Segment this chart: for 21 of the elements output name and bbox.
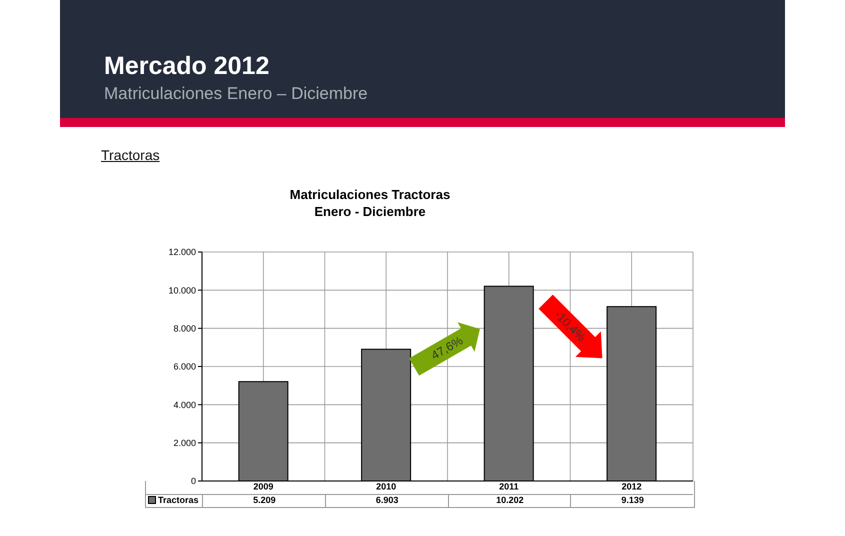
text: 5.209: [253, 495, 276, 505]
x-tick-label: 2012: [622, 481, 642, 492]
chart-subtitle: Matriculaciones Enero – Diciembre: [104, 84, 368, 104]
y-tick-label: 12.000: [168, 247, 196, 258]
y-tick-label: 6.000: [173, 362, 196, 372]
text: Enero - Diciembre: [313, 203, 427, 220]
text: 6.903: [376, 495, 398, 505]
y-tick-label: 8.000: [173, 324, 196, 334]
x-tick-label: 2010: [376, 481, 396, 492]
chart-title: Mercado 2012: [104, 52, 270, 81]
y-tick-label: 0: [190, 476, 196, 486]
text: 10.202: [496, 495, 524, 505]
text: 9.139: [621, 495, 644, 505]
text: Matriculaciones Tractoras: [288, 186, 452, 203]
x-tick-label: 2011: [499, 481, 519, 492]
text: Tractoras: [101, 147, 160, 163]
y-tick-label: 2.000: [173, 438, 196, 448]
x-tick-label: 2009: [253, 481, 274, 492]
legend-label: Tractoras: [157, 495, 199, 505]
y-tick-label: 10.000: [168, 285, 196, 296]
y-tick-label: 4.000: [173, 400, 196, 410]
